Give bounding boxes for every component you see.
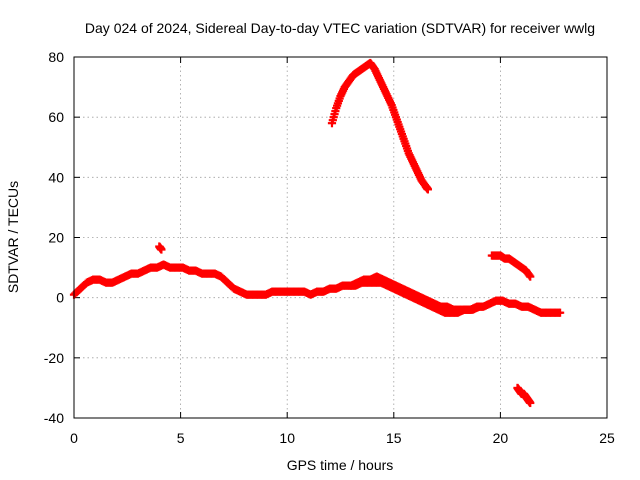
late-positive-point: [526, 272, 535, 281]
axis-ticks: 0 5 10 15 20 25 -40 -20 0 20 40 60 80: [44, 49, 615, 446]
isolated-point: [157, 245, 166, 254]
x-tick-label: 0: [70, 430, 78, 446]
y-tick-label: 60: [48, 109, 64, 125]
y-tick-label: 20: [48, 230, 64, 246]
y-tick-label: 40: [48, 169, 64, 185]
x-axis-label: GPS time / hours: [287, 457, 394, 473]
x-tick-label: 25: [599, 430, 615, 446]
x-tick-label: 15: [386, 430, 402, 446]
data-points: [69, 58, 565, 408]
gridlines: [74, 57, 607, 418]
x-tick-label: 20: [493, 430, 509, 446]
x-tick-label: 10: [279, 430, 295, 446]
y-axis-label: SDTVAR / TECUs: [5, 181, 21, 293]
plot-frame: [73, 56, 608, 419]
late-negative-point: [526, 398, 535, 408]
y-tick-label: 0: [56, 290, 64, 306]
secondary-trace-point: [474, 302, 484, 311]
chart-title: Day 024 of 2024, Sidereal Day-to-day VTE…: [85, 20, 595, 36]
high-arc-point: [423, 185, 433, 194]
main-trace-point: [555, 308, 565, 317]
y-tick-label: 80: [48, 49, 64, 65]
y-tick-label: -20: [44, 350, 64, 366]
y-tick-label: -40: [44, 410, 64, 426]
x-tick-label: 5: [177, 430, 185, 446]
